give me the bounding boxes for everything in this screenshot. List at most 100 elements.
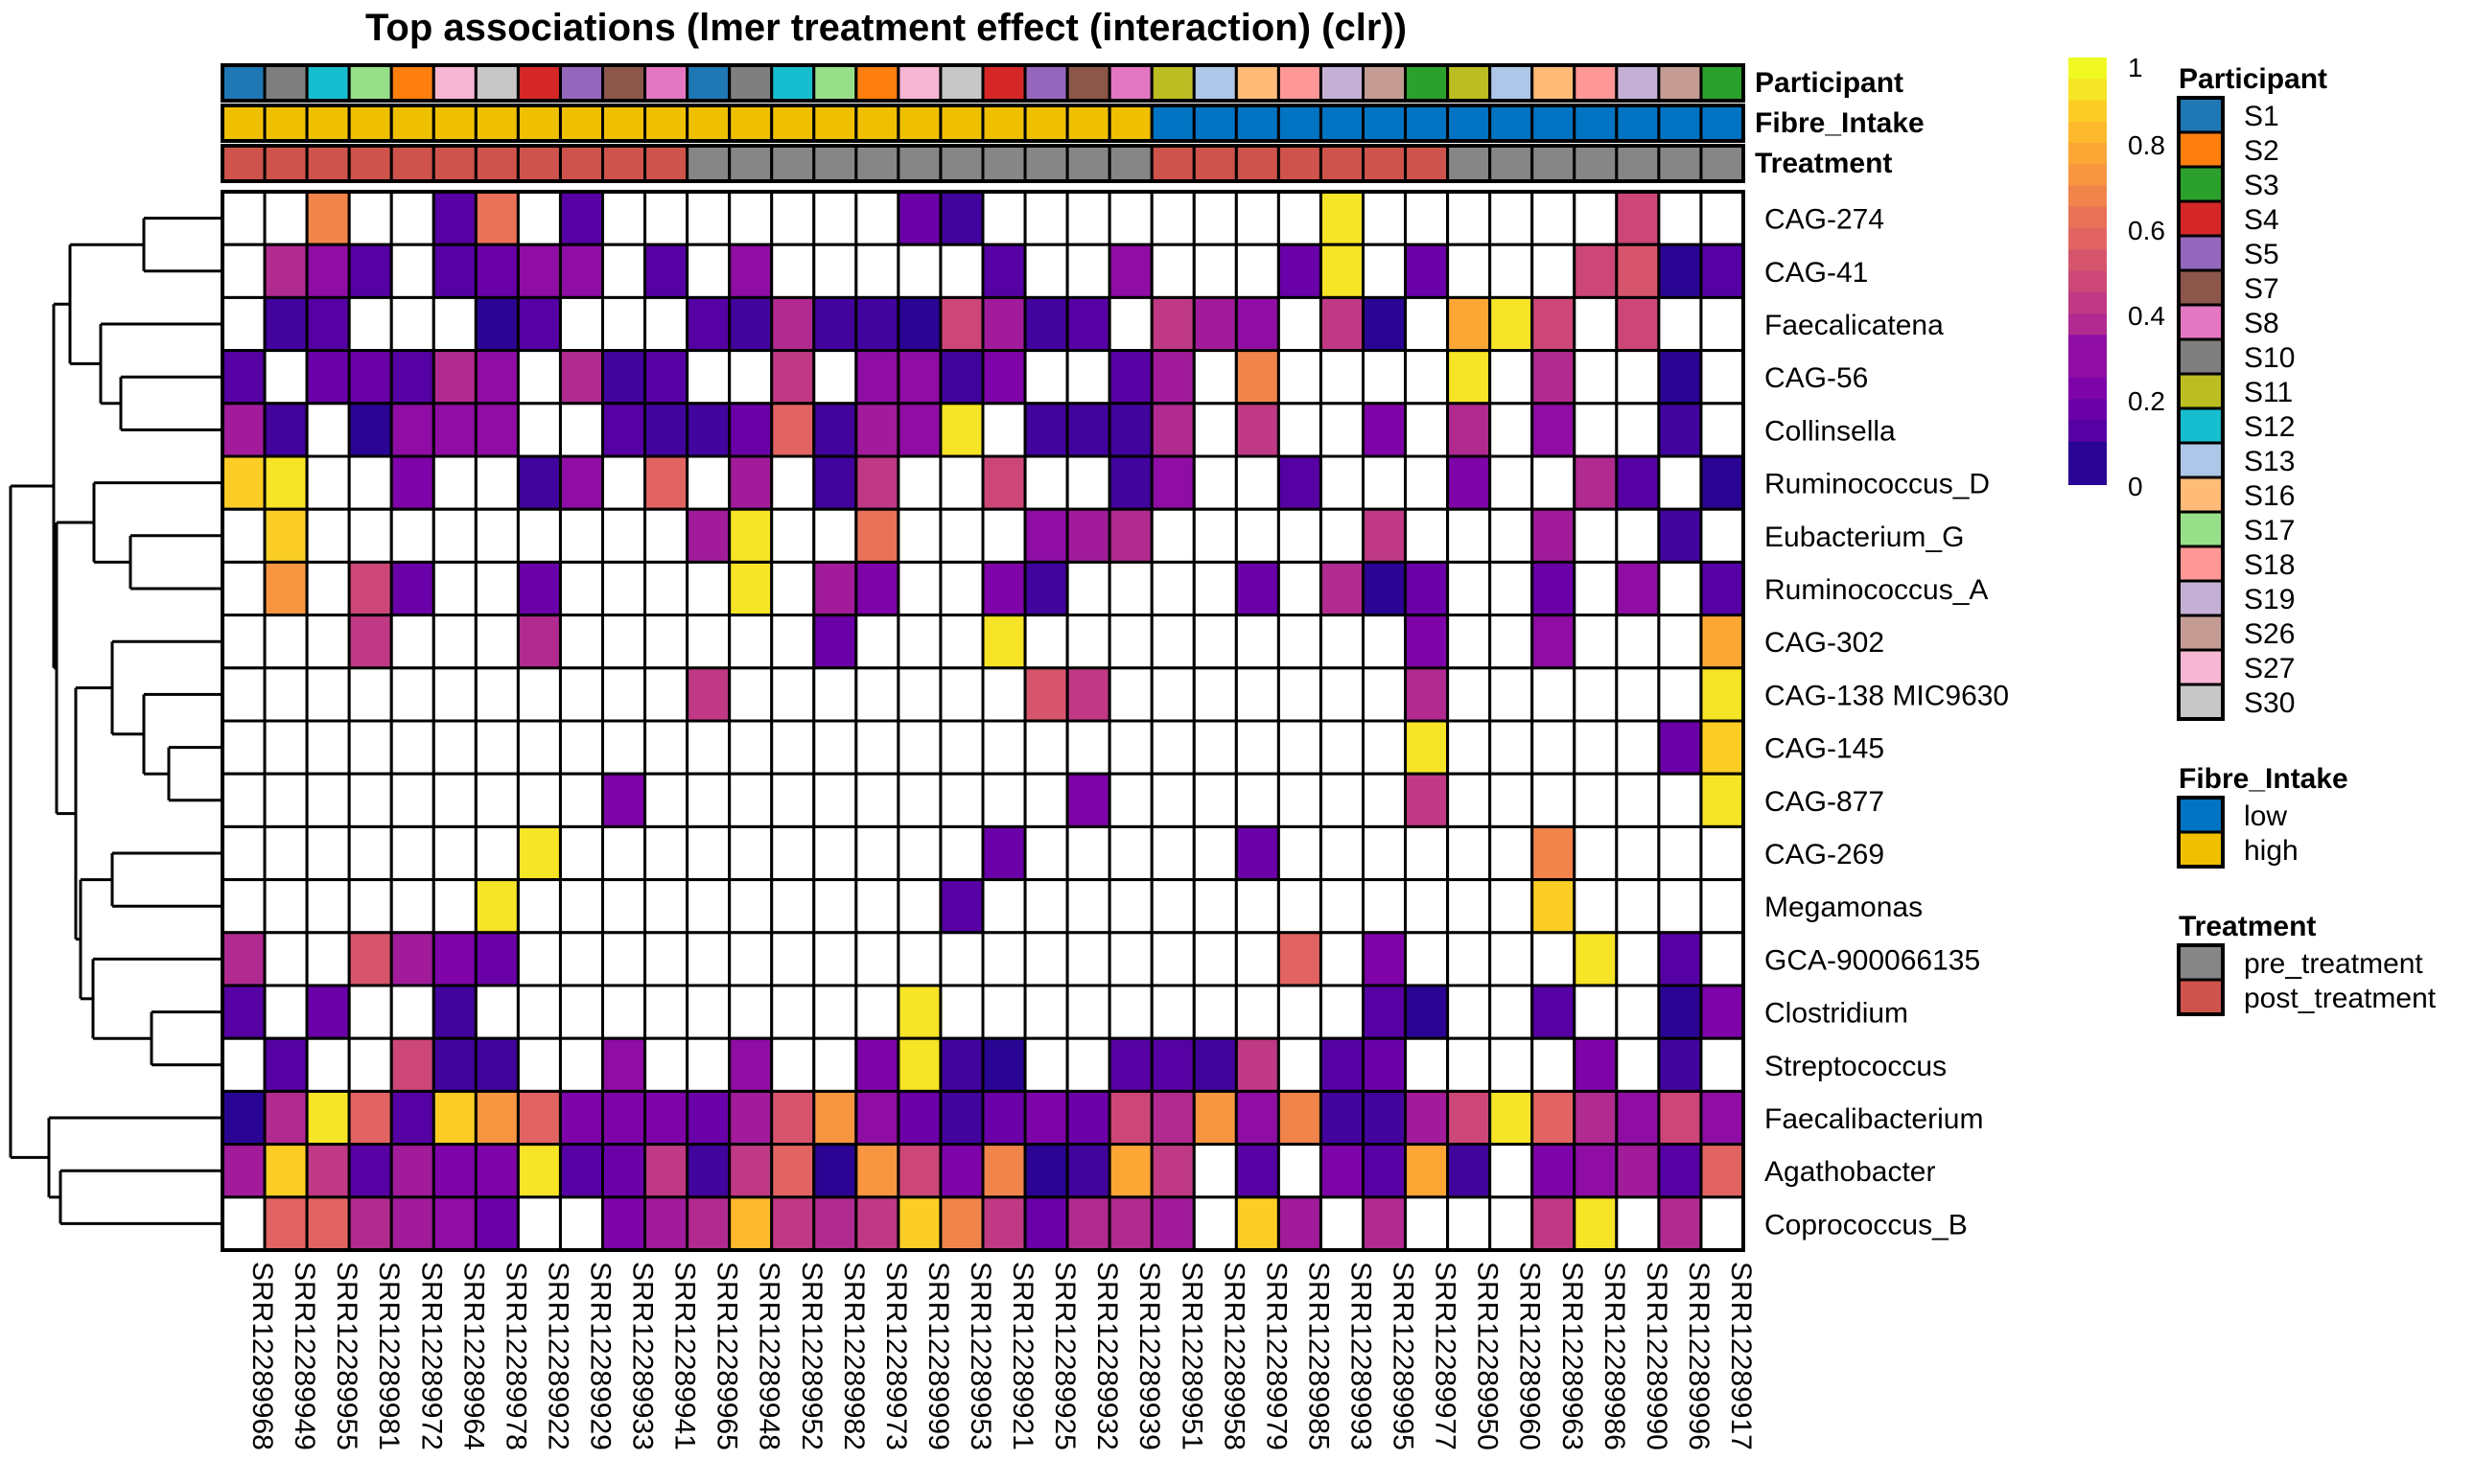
heatmap-cell xyxy=(812,243,858,299)
heatmap-cell xyxy=(601,824,647,882)
heatmap-cell xyxy=(1404,772,1450,828)
heatmap-cell xyxy=(221,666,267,723)
heatmap-cell xyxy=(1192,1195,1238,1252)
heatmap-cell xyxy=(643,1089,689,1147)
heatmap-cell xyxy=(686,719,732,776)
heatmap-cell xyxy=(728,772,774,828)
heatmap-cell xyxy=(812,402,858,458)
heatmap-cell xyxy=(1108,984,1154,1040)
annotation-cell-treatment xyxy=(1699,144,1745,183)
annotation-cell-participant xyxy=(1276,63,1322,103)
heatmap-cell xyxy=(1108,560,1154,617)
annotation-cell-participant xyxy=(601,63,647,103)
heatmap-cell xyxy=(1150,824,1196,882)
row-label: Agathobacter xyxy=(1764,1156,1935,1188)
annotation-cell-treatment xyxy=(305,144,351,183)
heatmap-cell xyxy=(770,984,816,1040)
heatmap-cell xyxy=(1276,402,1322,458)
heatmap-cell xyxy=(601,295,647,353)
annotation-cell-treatment xyxy=(347,144,393,183)
heatmap-cell xyxy=(1065,560,1111,617)
row-label: GCA-900066135 xyxy=(1764,944,1980,976)
heatmap-cell xyxy=(1446,824,1492,882)
heatmap-cell xyxy=(1023,402,1069,458)
heatmap-cell xyxy=(305,1036,351,1093)
heatmap-cell xyxy=(1150,402,1196,458)
heatmap-cell xyxy=(686,1089,732,1147)
heatmap-cell xyxy=(347,719,393,776)
annotation-cell-participant xyxy=(1234,63,1280,103)
heatmap-cell xyxy=(1319,719,1365,776)
heatmap-cell xyxy=(854,349,900,406)
annotation-cell-treatment xyxy=(854,144,900,183)
heatmap-cell xyxy=(1023,931,1069,987)
heatmap-cell xyxy=(1530,931,1576,987)
heatmap-cell xyxy=(770,931,816,987)
heatmap-cell xyxy=(389,984,435,1040)
heatmap-cell xyxy=(516,719,562,776)
heatmap-cell xyxy=(939,560,985,617)
heatmap-cell xyxy=(728,1143,774,1199)
annotation-cell-fibre_intake xyxy=(221,104,267,143)
heatmap-cell xyxy=(516,614,562,670)
heatmap-cell xyxy=(1192,295,1238,353)
heatmap-cell xyxy=(1573,454,1619,511)
heatmap-cell xyxy=(432,1089,478,1147)
heatmap-cell xyxy=(1699,666,1745,723)
heatmap-cell xyxy=(1192,719,1238,776)
heatmap-cell xyxy=(1276,349,1322,406)
heatmap-cell xyxy=(558,878,605,935)
heatmap-cell xyxy=(897,1143,943,1199)
heatmap-cell xyxy=(686,824,732,882)
heatmap-cell xyxy=(1150,560,1196,617)
heatmap-cell xyxy=(1657,349,1703,406)
heatmap-cell xyxy=(1573,772,1619,828)
heatmap-cell xyxy=(1108,243,1154,299)
heatmap-cell xyxy=(389,772,435,828)
annotation-cell-participant xyxy=(1446,63,1492,103)
heatmap-cell xyxy=(1573,824,1619,882)
heatmap-cell xyxy=(474,931,520,987)
heatmap-cell xyxy=(347,454,393,511)
annotation-cell-treatment xyxy=(389,144,435,183)
legend-label: S17 xyxy=(2244,515,2295,546)
annotation-cell-fibre_intake xyxy=(347,104,393,143)
heatmap-cell xyxy=(1404,402,1450,458)
heatmap-cell xyxy=(1404,243,1450,299)
heatmap-cell xyxy=(389,878,435,935)
legend-title: Participant xyxy=(2179,63,2327,95)
heatmap-cell xyxy=(854,614,900,670)
heatmap-cell xyxy=(263,719,309,776)
heatmap-cell xyxy=(263,454,309,511)
heatmap-cell xyxy=(1488,1036,1534,1093)
heatmap-cell xyxy=(1699,560,1745,617)
heatmap-cell xyxy=(516,190,562,246)
heatmap-cell xyxy=(1150,507,1196,564)
heatmap-cell xyxy=(897,507,943,564)
heatmap-cell xyxy=(1488,560,1534,617)
annotation-cell-fibre_intake xyxy=(305,104,351,143)
heatmap-cell xyxy=(474,614,520,670)
heatmap-cell xyxy=(1023,1195,1069,1252)
heatmap-cell xyxy=(1530,1036,1576,1093)
heatmap-cell xyxy=(1276,1143,1322,1199)
colorbar-segment xyxy=(2068,313,2107,336)
heatmap-cell xyxy=(1234,402,1280,458)
colorbar-segment xyxy=(2068,249,2107,272)
heatmap-cell xyxy=(601,931,647,987)
heatmap-cell xyxy=(1530,984,1576,1040)
row-label: Faecalibacterium xyxy=(1764,1103,1983,1135)
row-label: Collinsella xyxy=(1764,415,1896,447)
heatmap-cell xyxy=(1150,614,1196,670)
heatmap-cell xyxy=(1065,931,1111,987)
heatmap-cell xyxy=(1615,190,1661,246)
annotation-cell-participant xyxy=(305,63,351,103)
heatmap-cell xyxy=(305,507,351,564)
annotation-cell-participant xyxy=(1065,63,1111,103)
heatmap-cell xyxy=(474,772,520,828)
heatmap-cell xyxy=(812,560,858,617)
heatmap-cell xyxy=(1362,614,1408,670)
heatmap-cell xyxy=(1276,772,1322,828)
heatmap-cell xyxy=(1615,295,1661,353)
